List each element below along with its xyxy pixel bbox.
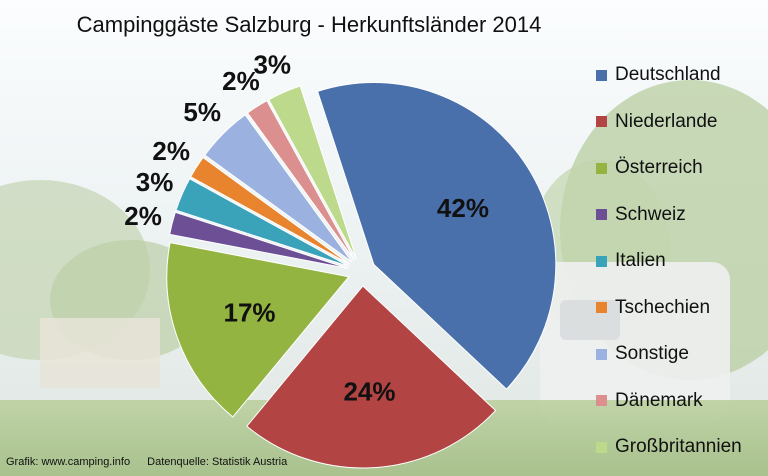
legend-swatch	[596, 116, 607, 128]
data-label-sonstige: 5%	[183, 97, 221, 127]
legend-label: Österreich	[615, 157, 703, 179]
legend-label: Deutschland	[615, 64, 721, 86]
chart-legend: Deutschland Niederlande Österreich Schweiz I…	[596, 52, 764, 471]
data-label-italien: 3%	[136, 167, 174, 197]
credits: Grafik: www.camping.info Datenquelle: St…	[6, 456, 301, 468]
legend-item-italien: Italien	[596, 238, 764, 285]
legend-item-danemark: Dänemark	[596, 378, 764, 425]
data-label-danemark: 2%	[222, 66, 260, 96]
data-label-deutschland: 42%	[437, 193, 489, 223]
graphic-credit: Grafik: www.camping.info	[6, 456, 131, 468]
legend-item-deutschland: Deutschland	[596, 52, 764, 99]
legend-label: Niederlande	[615, 110, 718, 132]
pie-slice-osterreich	[166, 242, 350, 418]
pie-slice-schweiz	[169, 211, 349, 270]
legend-swatch	[596, 441, 607, 453]
data-label-tschechien: 2%	[152, 136, 190, 166]
chart-title: Campinggäste Salzburg - Herkunftsländer …	[76, 12, 542, 37]
legend-swatch	[596, 348, 607, 360]
legend-swatch	[596, 209, 607, 221]
pie-slice-italien	[175, 178, 350, 267]
legend-label: Dänemark	[615, 389, 703, 411]
legend-swatch	[596, 302, 607, 314]
legend-item-sonstige: Sonstige	[596, 331, 764, 378]
data-label-grossbritannien: 3%	[253, 50, 291, 80]
pie-slice-tschechien	[190, 156, 351, 265]
legend-swatch	[596, 395, 607, 407]
legend-label: Italien	[615, 250, 666, 272]
legend-item-grossbritannien: Großbritannien	[596, 424, 764, 471]
pie-slice-grossbritannien	[268, 85, 357, 260]
legend-swatch	[596, 162, 607, 174]
legend-item-osterreich: Österreich	[596, 145, 764, 192]
legend-swatch	[596, 255, 607, 267]
data-label-osterreich: 17%	[223, 297, 275, 327]
legend-item-schweiz: Schweiz	[596, 192, 764, 239]
legend-label: Tschechien	[615, 296, 711, 318]
pie-slice-sonstige	[204, 114, 353, 263]
source-credit: Datenquelle: Statistik Austria	[147, 456, 288, 468]
legend-label: Sonstige	[615, 343, 689, 365]
legend-item-tschechien: Tschechien	[596, 285, 764, 332]
data-label-schweiz: 2%	[124, 201, 162, 231]
legend-label: Großbritannien	[615, 436, 742, 458]
legend-swatch	[596, 69, 607, 81]
data-label-niederlande: 24%	[343, 376, 395, 406]
legend-item-niederlande: Niederlande	[596, 99, 764, 146]
legend-label: Schweiz	[615, 203, 686, 225]
pie-slice-danemark	[246, 100, 355, 261]
pie-slice-deutschland	[316, 82, 557, 390]
pie-slice-niederlande	[246, 285, 497, 469]
